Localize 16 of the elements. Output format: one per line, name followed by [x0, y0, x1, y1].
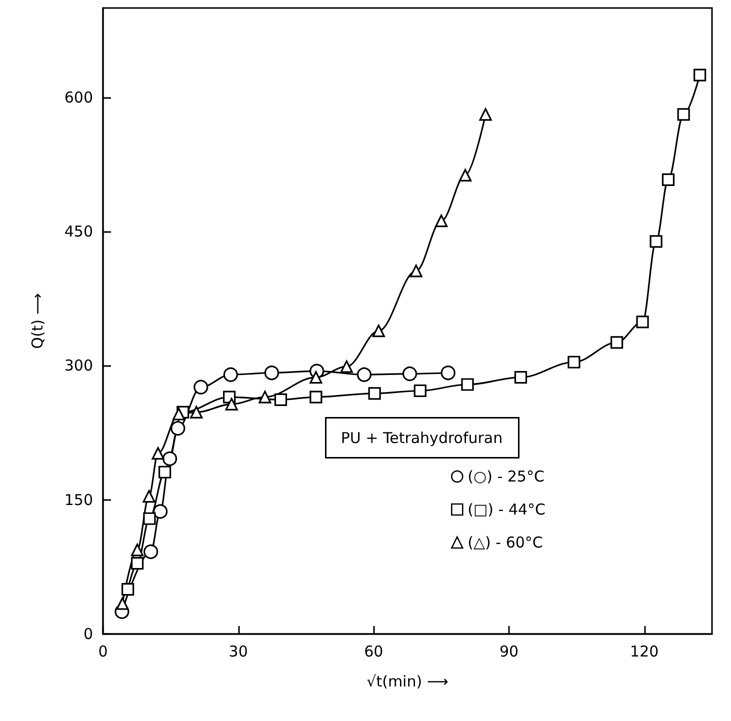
x-tick-label: 30	[228, 642, 248, 660]
legend-label: (○) - 25°C	[468, 468, 544, 486]
x-tick-label: 120	[630, 642, 659, 660]
y-tick-label: 0	[83, 625, 93, 643]
y-tick-label: 450	[64, 222, 93, 241]
x-tick-label: 0	[98, 642, 108, 660]
y-tick-label: 150	[64, 490, 93, 509]
y-tick-label: 300	[64, 356, 93, 375]
legend-label: (□) - 44°C	[468, 500, 546, 518]
x-tick-label: 60	[364, 642, 384, 660]
x-tick-label: 90	[499, 642, 519, 660]
x-axis-title: √t(min) ⟶	[366, 672, 448, 690]
legend-label: (△) - 60°C	[468, 534, 543, 552]
legend-title: PU + Tetrahydrofuran	[340, 428, 503, 447]
y-axis-title: Q(t) ⟶	[28, 293, 46, 349]
y-tick-label: 600	[64, 88, 93, 106]
